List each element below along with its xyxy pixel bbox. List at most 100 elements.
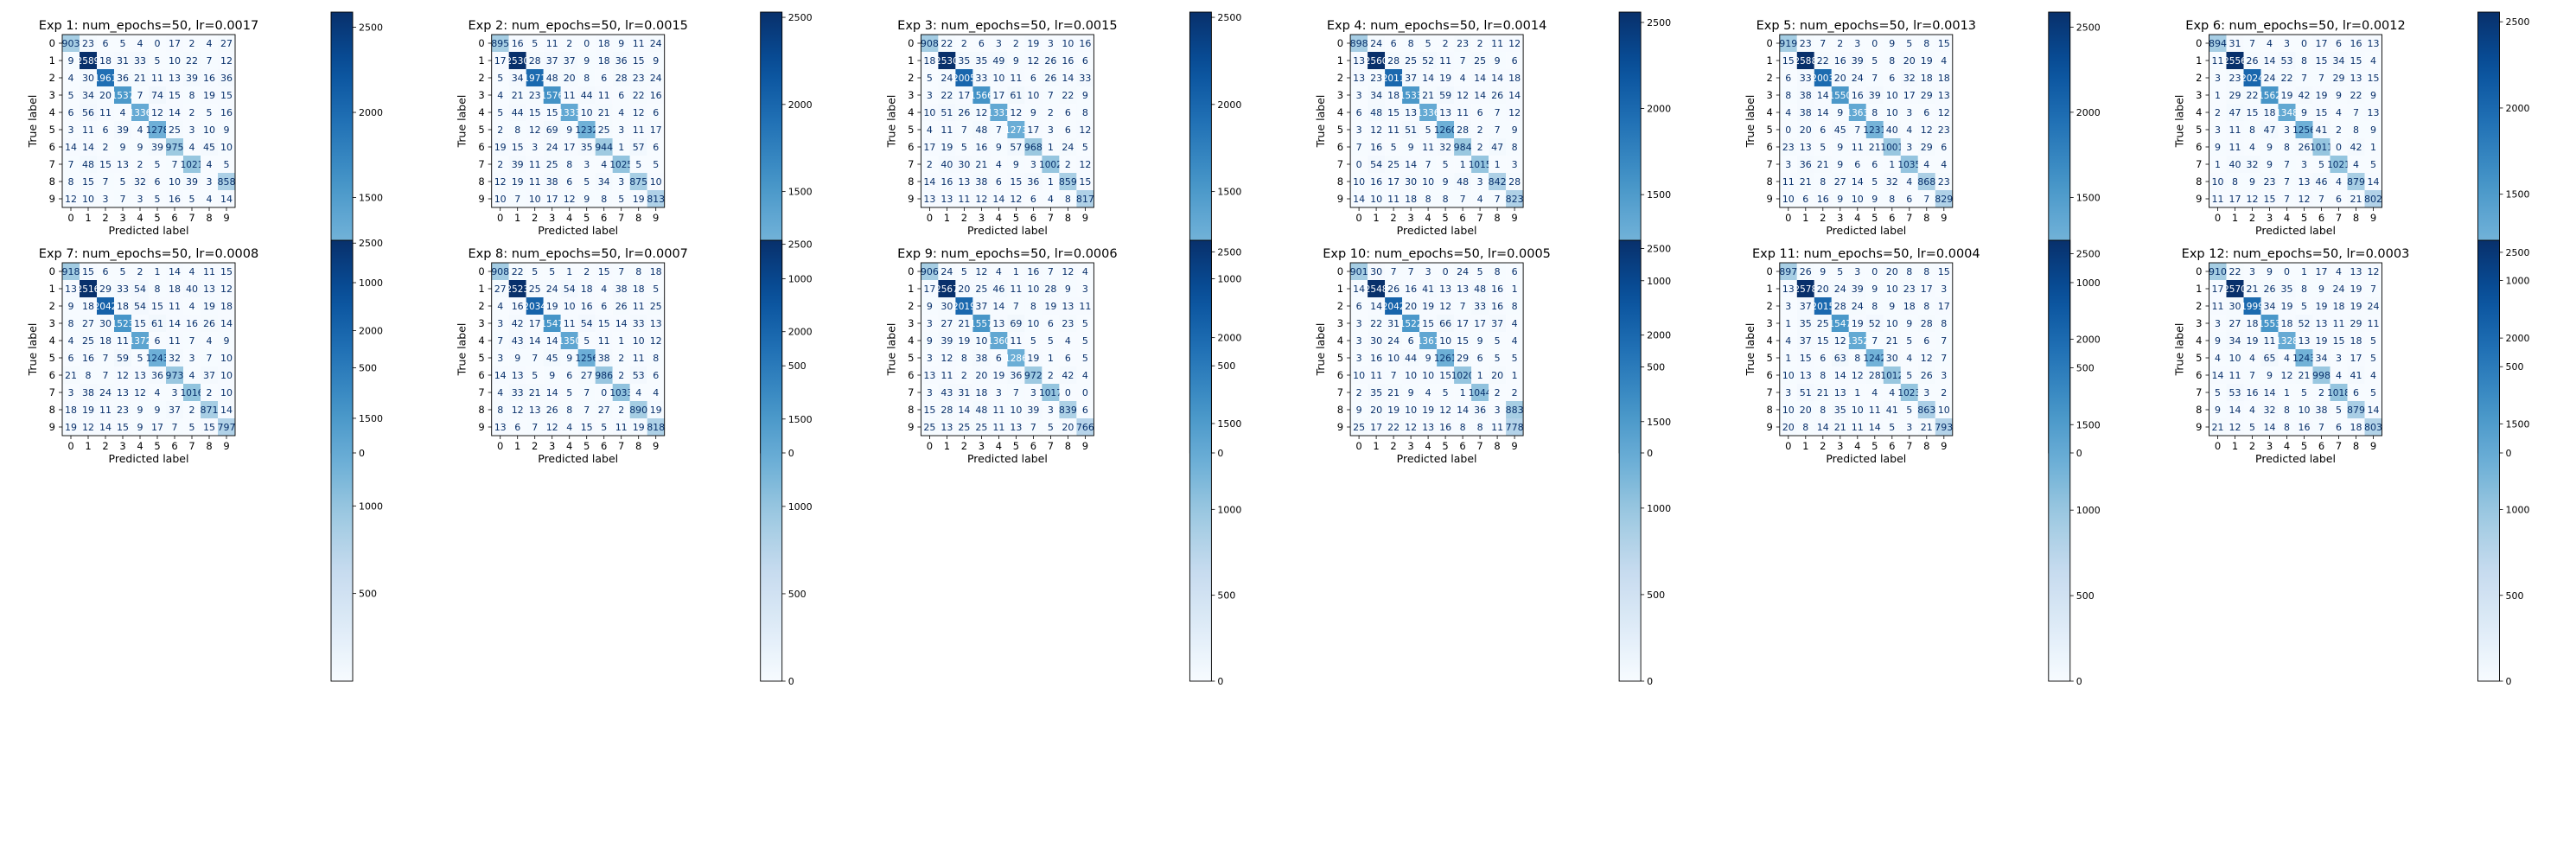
matrix-cell xyxy=(1368,190,1386,207)
cell-value-label: 33 xyxy=(1079,73,1091,84)
matrix-cell xyxy=(526,384,544,401)
matrix-cell xyxy=(1489,156,1507,173)
cell-value-label: 13 xyxy=(1938,90,1950,101)
cell-value-label: 16 xyxy=(512,301,524,312)
matrix-cell xyxy=(1831,190,1849,207)
cell-value-label: 6 xyxy=(103,38,109,49)
matrix-cell xyxy=(201,35,218,52)
cell-value-label: 9 xyxy=(1065,284,1071,295)
matrix-cell xyxy=(560,52,578,69)
cell-value-label: 16 xyxy=(1370,176,1382,188)
matrix-cell xyxy=(647,349,665,366)
cell-value-label: 9 xyxy=(2249,176,2255,188)
cell-value-label: 9 xyxy=(2301,107,2307,118)
cell-value-label: 23 xyxy=(529,90,541,101)
y-tick-label: 0 xyxy=(2196,265,2202,277)
colorbar-tick-label: 0 xyxy=(1217,448,1223,459)
matrix-cell xyxy=(1059,190,1077,207)
matrix-frame xyxy=(491,262,666,437)
cell-value-label: 1348 xyxy=(2275,108,2299,118)
cell-value-label: 8 xyxy=(1495,266,1501,277)
colorbar-tick-label: 1000 xyxy=(2506,275,2530,286)
cell-value-label: 4 xyxy=(2353,159,2359,170)
cell-value-label: 4 xyxy=(68,73,74,84)
cell-value-label: 31 xyxy=(2229,38,2241,49)
x-tick-label: 2 xyxy=(1820,212,1826,224)
matrix-cell xyxy=(543,263,561,280)
cell-value-label: 13 xyxy=(2299,176,2311,188)
matrix-cell xyxy=(2330,190,2348,207)
cell-value-label: 19 xyxy=(2316,90,2328,101)
cell-value-label: 14 xyxy=(1491,73,1503,84)
cell-value-label: 6 xyxy=(601,73,607,84)
colorbar xyxy=(2477,239,2500,682)
x-tick-label: 4 xyxy=(137,440,143,452)
cell-value-label: 8 xyxy=(86,370,92,381)
cell-value-label: 15 xyxy=(1782,55,1795,67)
cell-value-label: 9 xyxy=(927,335,933,347)
matrix-cell xyxy=(491,315,509,332)
matrix-cell xyxy=(97,69,114,86)
cell-value-label: 5 xyxy=(1082,142,1088,153)
x-tick-label: 5 xyxy=(1871,212,1878,224)
colorbar-tick-label: 0 xyxy=(359,448,365,459)
cell-value-label: 57 xyxy=(633,142,645,153)
cell-value-label: 2516 xyxy=(77,284,100,295)
matrix-cell xyxy=(131,297,149,315)
matrix-cell xyxy=(955,297,973,315)
cell-value-label: 1260 xyxy=(1434,125,1457,136)
matrix-cell xyxy=(1454,52,1472,69)
cell-value-label: 6 xyxy=(1356,301,1362,312)
cell-value-label: 36 xyxy=(220,73,233,84)
x-tick-label: 2 xyxy=(1820,440,1826,452)
matrix-cell xyxy=(629,52,647,69)
cell-value-label: 7 xyxy=(137,90,143,101)
matrix-cell xyxy=(526,280,544,297)
cell-value-label: 2578 xyxy=(1794,284,1817,295)
cell-value-label: 6 xyxy=(1030,194,1036,205)
cell-value-label: 11 xyxy=(1457,107,1469,118)
cell-value-label: 19 xyxy=(203,90,215,101)
cell-value-label: 22 xyxy=(2229,266,2241,277)
cell-value-label: 13 xyxy=(134,370,146,381)
matrix-cell xyxy=(938,52,956,69)
y-tick-label: 1 xyxy=(2196,54,2202,67)
matrix-cell xyxy=(629,332,647,349)
matrix-cell xyxy=(1059,173,1077,190)
cell-value-label: 36 xyxy=(151,370,163,381)
matrix-cell xyxy=(491,156,509,173)
matrix-cell xyxy=(1350,86,1368,104)
matrix-cell xyxy=(114,280,131,297)
cell-value-label: 18 xyxy=(1921,73,1933,84)
matrix-cell xyxy=(1814,156,1832,173)
cell-value-label: 1232 xyxy=(575,125,598,136)
x-tick-label: 4 xyxy=(1854,440,1860,452)
matrix-cell xyxy=(1385,173,1403,190)
cell-value-label: 20 xyxy=(1817,284,1829,295)
cell-value-label: 919 xyxy=(1779,38,1797,49)
matrix-cell xyxy=(1506,138,1524,156)
matrix-cell xyxy=(543,121,561,138)
cell-value-label: 12 xyxy=(633,107,645,118)
x-axis-label: Predicted label xyxy=(967,224,1048,237)
cell-value-label: 1971 xyxy=(523,73,546,84)
matrix-cell xyxy=(1848,104,1866,121)
matrix-cell xyxy=(526,121,544,138)
matrix-cell xyxy=(97,263,114,280)
matrix-cell xyxy=(1350,35,1368,52)
cell-value-label: 9 xyxy=(1356,405,1362,416)
cell-value-label: 10 xyxy=(203,124,215,136)
cell-value-label: 22 xyxy=(1817,55,1829,67)
x-tick-label: 2 xyxy=(2249,212,2255,224)
matrix-cell xyxy=(491,384,509,401)
matrix-cell xyxy=(1350,156,1368,173)
chart-title: Exp 2: num_epochs=50, lr=0.0015 xyxy=(468,19,687,33)
matrix-cell xyxy=(1402,190,1420,207)
cell-value-label: 46 xyxy=(992,284,1004,295)
matrix-cell xyxy=(1471,52,1489,69)
cell-value-label: 4 xyxy=(1512,335,1518,347)
colorbar xyxy=(1618,239,1642,682)
matrix-cell xyxy=(543,156,561,173)
x-tick-label: 9 xyxy=(1082,212,1088,224)
cell-value-label: 29 xyxy=(2333,73,2345,84)
